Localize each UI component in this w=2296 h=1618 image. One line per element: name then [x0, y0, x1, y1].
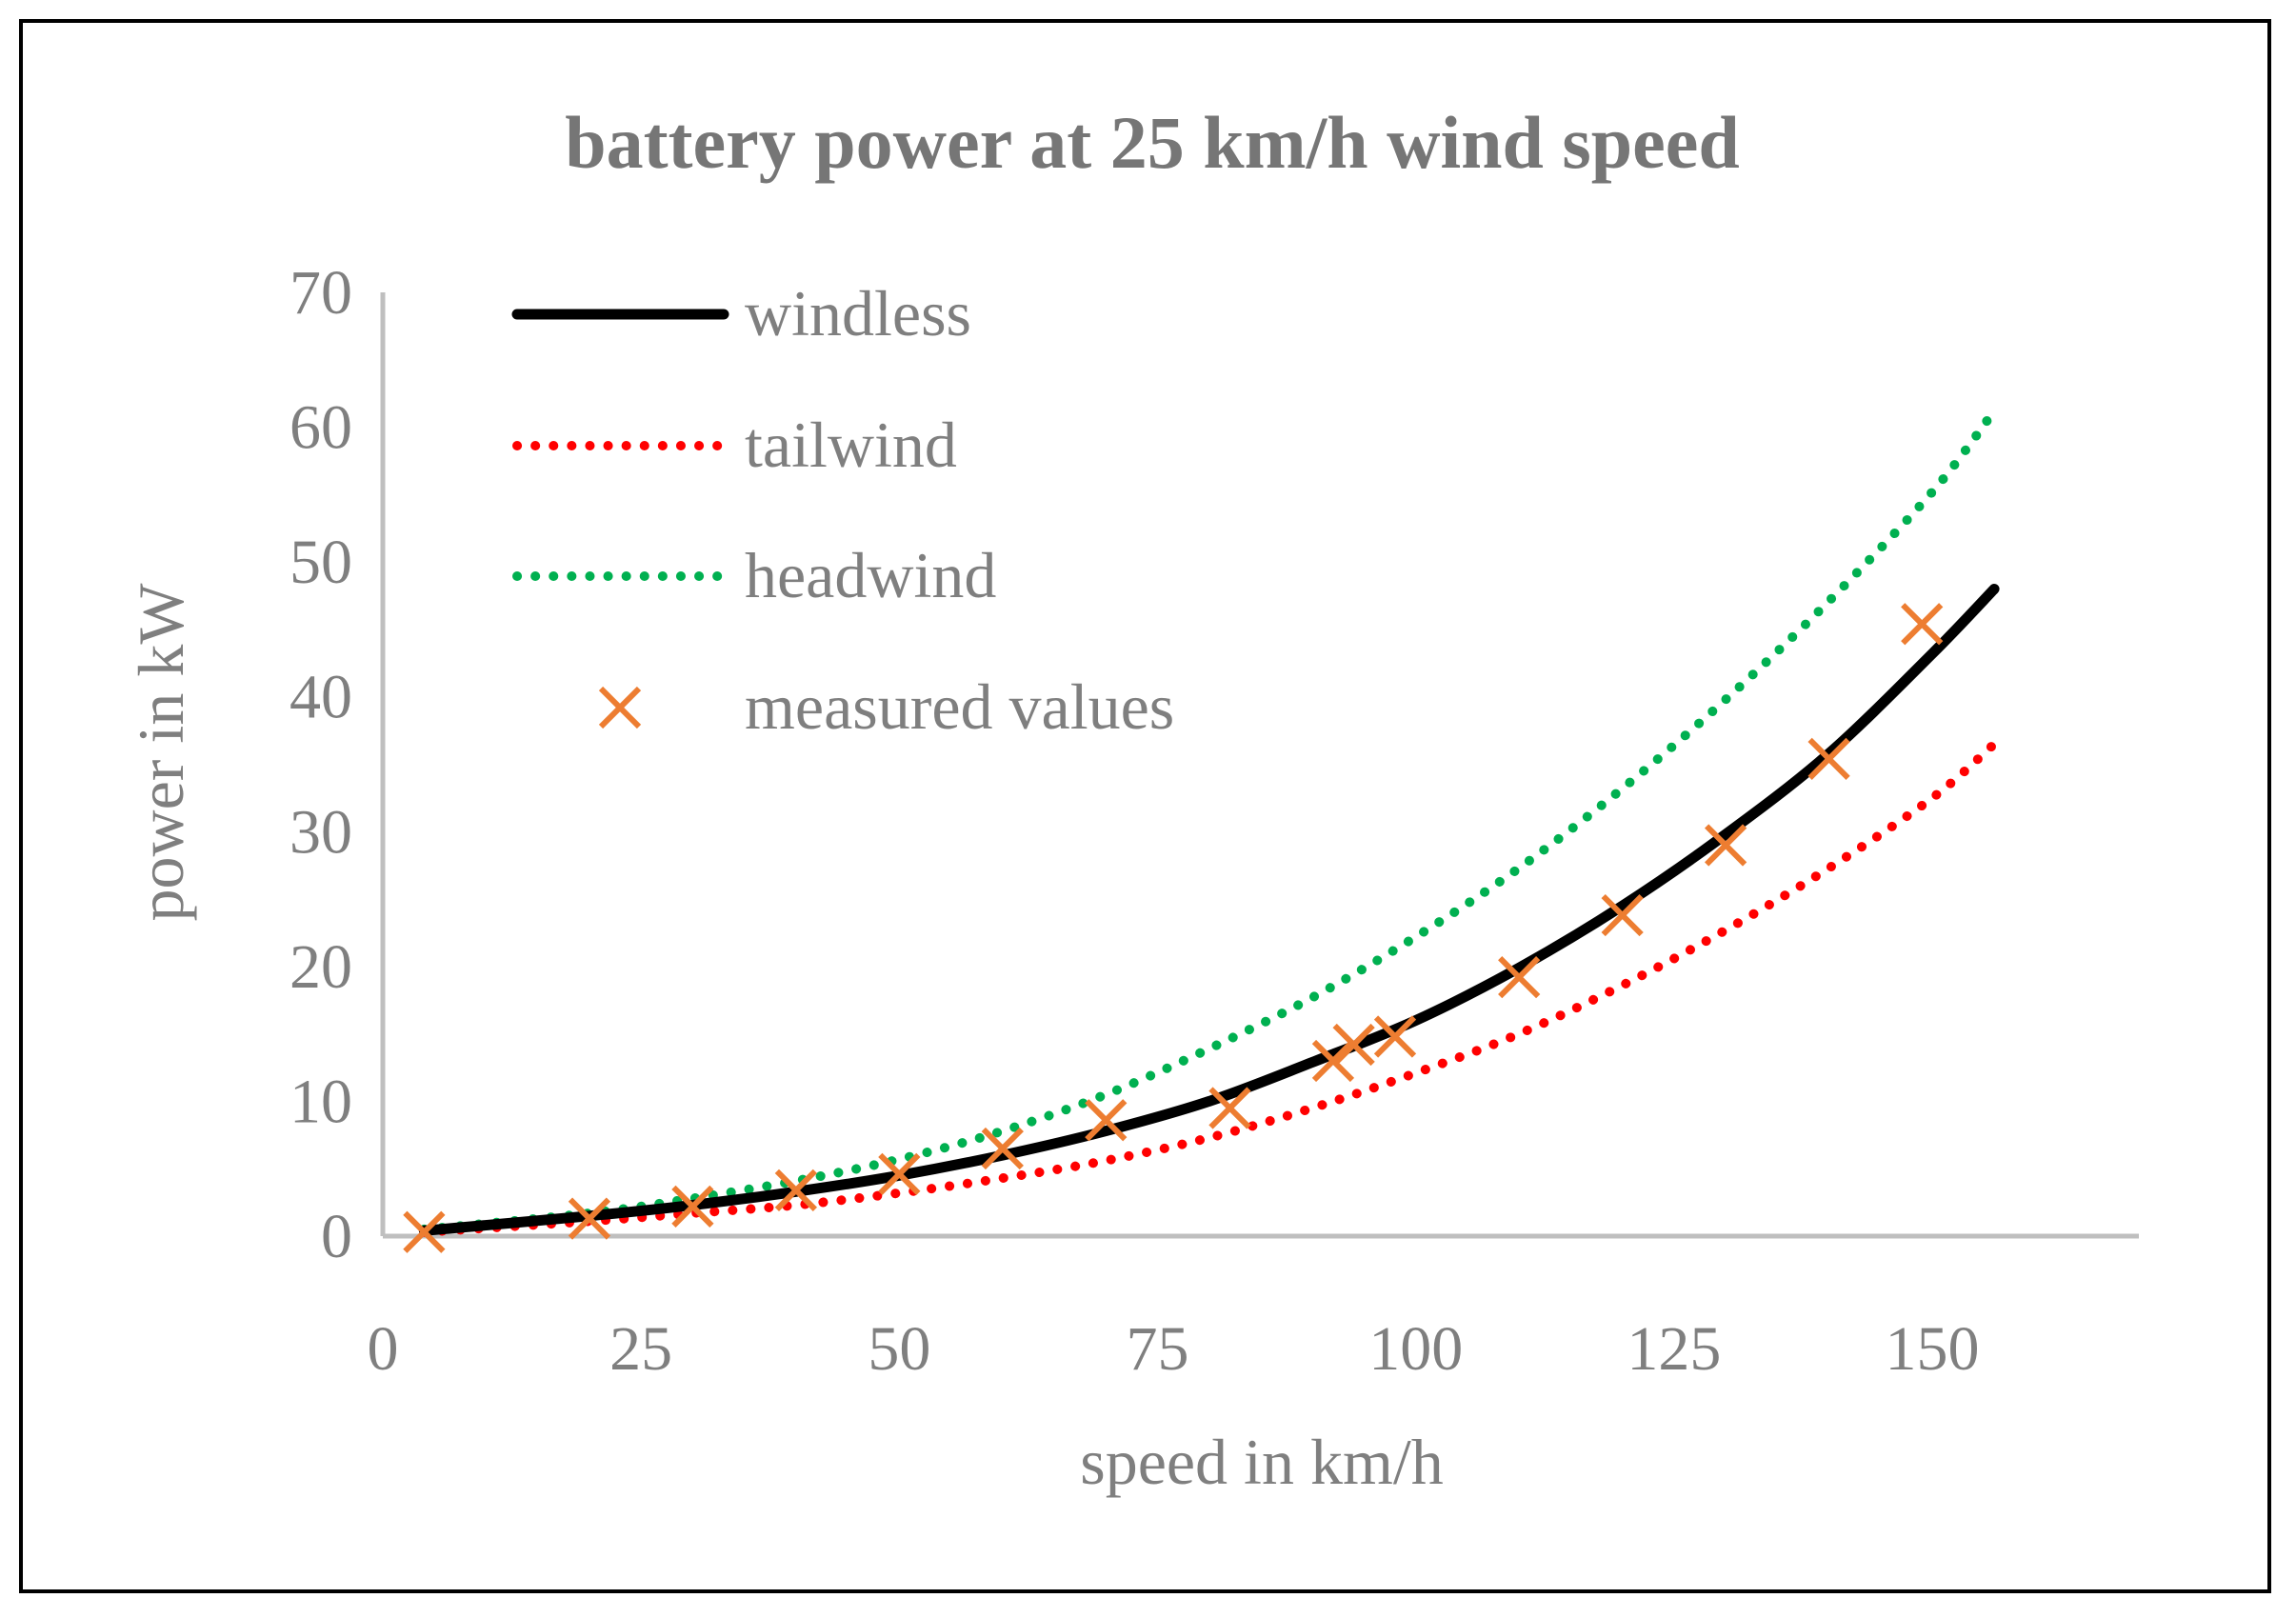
marker-measured-values-4	[878, 1152, 921, 1195]
x-tick-label-100: 100	[1368, 1314, 1463, 1384]
legend-item-headwind: headwind	[512, 539, 996, 611]
series-line-tailwind	[419, 739, 2000, 1237]
chart-title: battery power at 25 km/h wind speed	[565, 101, 1740, 184]
x-tick-label-0: 0	[368, 1314, 399, 1384]
x-tick-label-25: 25	[609, 1314, 672, 1384]
marker-measured-values-9	[1332, 1023, 1375, 1067]
marker-measured-values-2	[671, 1185, 714, 1228]
y-tick-label-30: 30	[289, 797, 352, 867]
legend: windless tailwind headwind measured values	[511, 277, 1174, 743]
y-tick-label-10: 10	[289, 1067, 352, 1136]
x-axis-title: speed in km/h	[1080, 1426, 1444, 1498]
x-tick-label-50: 50	[868, 1314, 930, 1384]
legend-item-measured-values: measured values	[598, 670, 1174, 743]
marker-measured-values-11	[1498, 956, 1541, 999]
y-tick-label-0: 0	[321, 1202, 352, 1271]
y-tick-label-40: 40	[289, 663, 352, 732]
marker-measured-values-14	[1807, 737, 1850, 780]
y-axis-title-group: power in kW	[125, 583, 197, 922]
legend-swatch-measured-values	[598, 686, 642, 729]
x-ticks: 0 25 50 75 100 125 150	[368, 1314, 1980, 1384]
marker-measured-values-13	[1704, 824, 1747, 867]
y-axis-title: power in kW	[125, 583, 197, 922]
marker-measured-values-8	[1311, 1039, 1355, 1083]
marker-measured-values-1	[568, 1197, 611, 1240]
x-tick-label-75: 75	[1127, 1314, 1189, 1384]
series-line-windless	[418, 584, 2000, 1236]
marker-measured-values-6	[1085, 1099, 1128, 1142]
x-tick-label-125: 125	[1627, 1314, 1721, 1384]
chart-frame	[19, 19, 2271, 1593]
marker-measured-values-7	[1208, 1087, 1251, 1129]
series-line-headwind	[419, 406, 2000, 1234]
marker-measured-values-15	[1901, 603, 1944, 646]
legend-item-windless: windless	[511, 277, 971, 350]
y-tick-label-20: 20	[289, 932, 352, 1002]
legend-item-tailwind: tailwind	[512, 409, 957, 481]
axes	[380, 292, 2139, 1239]
x-tick-label-150: 150	[1886, 1314, 1980, 1384]
marker-measured-values-3	[774, 1169, 818, 1211]
y-tick-label-50: 50	[289, 528, 352, 597]
markers-layer	[403, 603, 1944, 1253]
legend-label-measured-values: measured values	[745, 670, 1174, 743]
y-ticks: 0 10 20 30 40 50 60 70	[289, 258, 352, 1271]
legend-label-headwind: headwind	[745, 539, 996, 611]
legend-label-windless: windless	[745, 277, 971, 350]
marker-measured-values-0	[403, 1210, 446, 1253]
series-layer	[418, 406, 2000, 1237]
marker-measured-values-10	[1373, 1015, 1417, 1058]
marker-measured-values-5	[981, 1127, 1024, 1170]
y-tick-label-70: 70	[289, 258, 352, 328]
legend-label-tailwind: tailwind	[745, 409, 957, 481]
marker-measured-values-12	[1601, 893, 1644, 937]
y-tick-label-60: 60	[289, 393, 352, 463]
